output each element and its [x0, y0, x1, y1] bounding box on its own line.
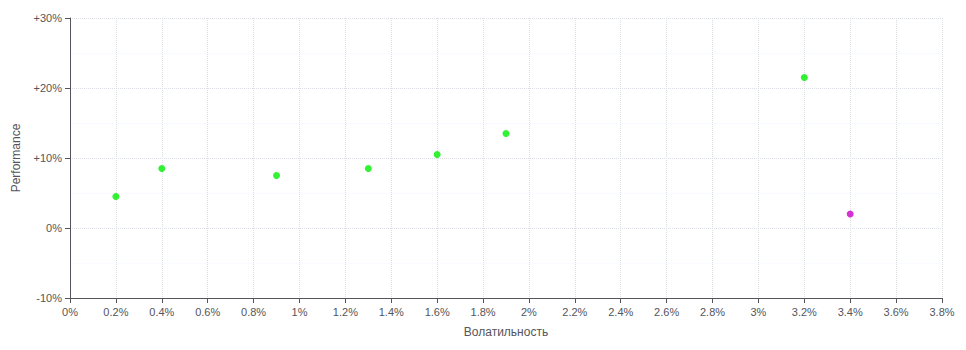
svg-text:1.2%: 1.2% [333, 306, 358, 318]
svg-text:3.8%: 3.8% [929, 306, 954, 318]
svg-text:+10%: +10% [34, 152, 63, 164]
svg-text:0%: 0% [62, 306, 78, 318]
svg-text:3.6%: 3.6% [884, 306, 909, 318]
svg-text:0%: 0% [46, 222, 62, 234]
svg-text:0.2%: 0.2% [103, 306, 128, 318]
svg-text:3%: 3% [750, 306, 766, 318]
svg-text:+20%: +20% [34, 82, 63, 94]
svg-text:3.2%: 3.2% [792, 306, 817, 318]
svg-text:2.6%: 2.6% [654, 306, 679, 318]
svg-text:0.6%: 0.6% [195, 306, 220, 318]
svg-text:2.8%: 2.8% [700, 306, 725, 318]
svg-text:2.2%: 2.2% [562, 306, 587, 318]
svg-text:1%: 1% [292, 306, 308, 318]
svg-text:1.6%: 1.6% [425, 306, 450, 318]
svg-text:-10%: -10% [36, 292, 62, 304]
svg-text:1.8%: 1.8% [471, 306, 496, 318]
svg-text:3.4%: 3.4% [838, 306, 863, 318]
svg-text:0.8%: 0.8% [241, 306, 266, 318]
svg-text:2%: 2% [521, 306, 537, 318]
svg-text:Волатильность: Волатильность [464, 325, 548, 339]
svg-text:+30%: +30% [34, 12, 63, 24]
svg-text:0.4%: 0.4% [149, 306, 174, 318]
svg-text:2.4%: 2.4% [608, 306, 633, 318]
svg-text:Performance: Performance [9, 123, 23, 192]
svg-text:1.4%: 1.4% [379, 306, 404, 318]
